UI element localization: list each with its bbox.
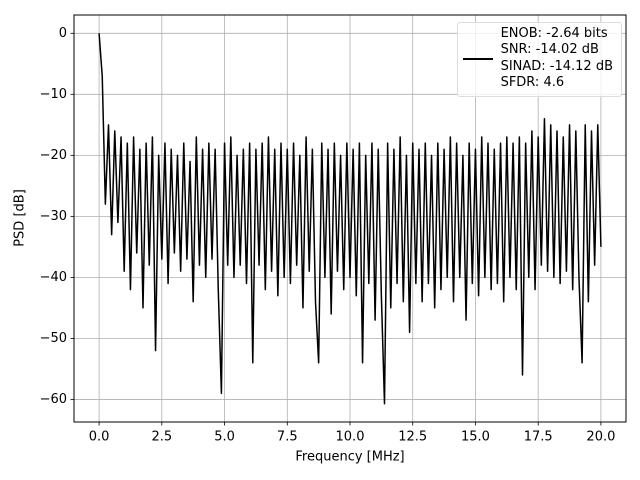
y-tick-label: −50 xyxy=(40,331,67,346)
x-tick-label: 12.5 xyxy=(398,430,427,445)
legend-label: ENOB: -2.64 bits SNR: -14.02 dB SINAD: -… xyxy=(500,26,613,91)
y-tick-label: −30 xyxy=(40,209,67,224)
y-tick-label: 0 xyxy=(59,26,67,41)
y-axis-label: PSD [dB] xyxy=(13,189,28,247)
y-tick-label: −10 xyxy=(40,87,67,102)
y-tick-label: −60 xyxy=(40,392,67,407)
x-tick-label: 0.0 xyxy=(89,430,110,445)
x-tick-label: 10.0 xyxy=(336,430,365,445)
data-line xyxy=(98,33,602,405)
y-tick-label: −20 xyxy=(40,148,67,163)
x-tick-label: 15.0 xyxy=(461,430,490,445)
y-tick-label: −40 xyxy=(40,270,67,285)
x-tick-label: 2.5 xyxy=(151,430,172,445)
x-axis-label: Frequency [MHz] xyxy=(295,450,404,465)
legend: ENOB: -2.64 bits SNR: -14.02 dB SINAD: -… xyxy=(456,22,622,97)
legend-swatch xyxy=(462,57,493,60)
x-tick-label: 5.0 xyxy=(214,430,235,445)
x-tick-label: 17.5 xyxy=(524,430,553,445)
x-tick-label: 7.5 xyxy=(277,430,298,445)
x-tick-label: 20.0 xyxy=(586,430,615,445)
